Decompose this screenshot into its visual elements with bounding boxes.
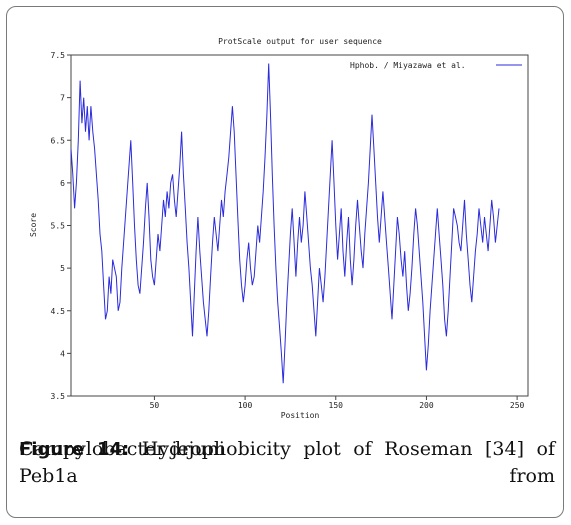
series-line xyxy=(70,63,500,384)
chart: ProtScale output for user sequence 3.5 4 4… xyxy=(29,37,529,420)
x-tick-label: 50 xyxy=(150,401,160,410)
y-tick-label: 7.5 xyxy=(51,51,66,60)
y-tick-label: 5.5 xyxy=(51,222,66,231)
legend: Hphob. / Miyazawa et al. xyxy=(350,61,522,70)
y-tick-label: 7 xyxy=(60,94,65,103)
x-tick-label: 150 xyxy=(329,401,344,410)
y-tick-label: 4 xyxy=(60,349,65,358)
y-tick-label: 3.5 xyxy=(51,392,66,401)
y-tick-label: 5 xyxy=(60,264,65,273)
y-tick-label: 6.5 xyxy=(51,136,66,145)
x-tick-label: 200 xyxy=(419,401,434,410)
y-axis-label: Score xyxy=(29,213,38,237)
y-tick-label: 6 xyxy=(60,179,65,188)
series-group xyxy=(70,63,500,384)
figure-caption: Figure 14: Hydrophobicity plot of Rosema… xyxy=(19,436,555,489)
y-axis: 3.5 4 4.5 5 5.5 6 6.5 7 7.5 xyxy=(51,51,71,401)
caption-species: Campylobacter jejuni xyxy=(19,438,226,460)
x-axis: 50 100 150 200 250 xyxy=(150,396,525,410)
legend-label: Hphob. / Miyazawa et al. xyxy=(350,61,466,70)
caption-label: Figure 14: xyxy=(19,439,130,460)
y-tick-label: 4.5 xyxy=(51,307,66,316)
x-axis-label: Position xyxy=(281,411,320,420)
chart-title: ProtScale output for user sequence xyxy=(218,37,382,46)
caption-text: Hydrophobicity plot of Roseman [34] of P… xyxy=(19,438,555,487)
x-tick-label: 100 xyxy=(238,401,253,410)
plot-area xyxy=(70,54,529,397)
x-tick-label: 250 xyxy=(510,401,525,410)
